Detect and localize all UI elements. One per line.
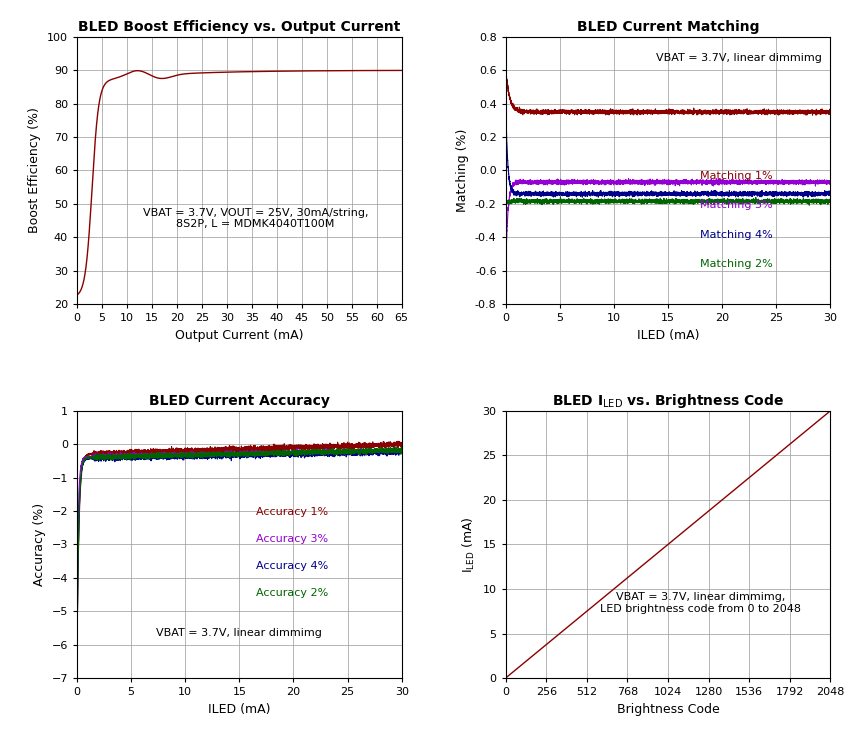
Text: Matching 2%: Matching 2% (700, 259, 773, 269)
Text: Accuracy 1%: Accuracy 1% (256, 507, 328, 517)
Title: BLED Current Matching: BLED Current Matching (577, 21, 759, 35)
Text: VBAT = 3.7V, linear dimmimg,
LED brightness code from 0 to 2048: VBAT = 3.7V, linear dimmimg, LED brightn… (600, 593, 801, 614)
X-axis label: ILED (mA): ILED (mA) (637, 329, 699, 341)
X-axis label: ILED (mA): ILED (mA) (208, 702, 270, 716)
X-axis label: Output Current (mA): Output Current (mA) (175, 329, 304, 341)
Text: Accuracy 3%: Accuracy 3% (256, 534, 328, 544)
Text: VBAT = 3.7V, linear dimmimg: VBAT = 3.7V, linear dimmimg (157, 628, 323, 638)
Y-axis label: I$_\mathrm{LED}$ (mA): I$_\mathrm{LED}$ (mA) (461, 516, 477, 573)
Text: Matching 1%: Matching 1% (700, 171, 773, 181)
Text: VBAT = 3.7V, VOUT = 25V, 30mA/string,
8S2P, L = MDMK4040T100M: VBAT = 3.7V, VOUT = 25V, 30mA/string, 8S… (143, 208, 368, 229)
Title: BLED I$_\mathrm{LED}$ vs. Brightness Code: BLED I$_\mathrm{LED}$ vs. Brightness Cod… (552, 392, 784, 411)
Title: BLED Boost Efficiency vs. Output Current: BLED Boost Efficiency vs. Output Current (78, 21, 401, 35)
X-axis label: Brightness Code: Brightness Code (616, 702, 719, 716)
Text: Accuracy 4%: Accuracy 4% (256, 561, 328, 571)
Y-axis label: Accuracy (%): Accuracy (%) (33, 503, 46, 586)
Text: Accuracy 2%: Accuracy 2% (256, 587, 328, 598)
Title: BLED Current Accuracy: BLED Current Accuracy (149, 394, 330, 408)
Text: VBAT = 3.7V, linear dimmimg: VBAT = 3.7V, linear dimmimg (657, 53, 823, 63)
Text: Matching 3%: Matching 3% (700, 200, 773, 210)
Y-axis label: Boost Efficiency (%): Boost Efficiency (%) (28, 108, 41, 234)
Y-axis label: Matching (%): Matching (%) (456, 129, 469, 212)
Text: Matching 4%: Matching 4% (700, 229, 773, 240)
